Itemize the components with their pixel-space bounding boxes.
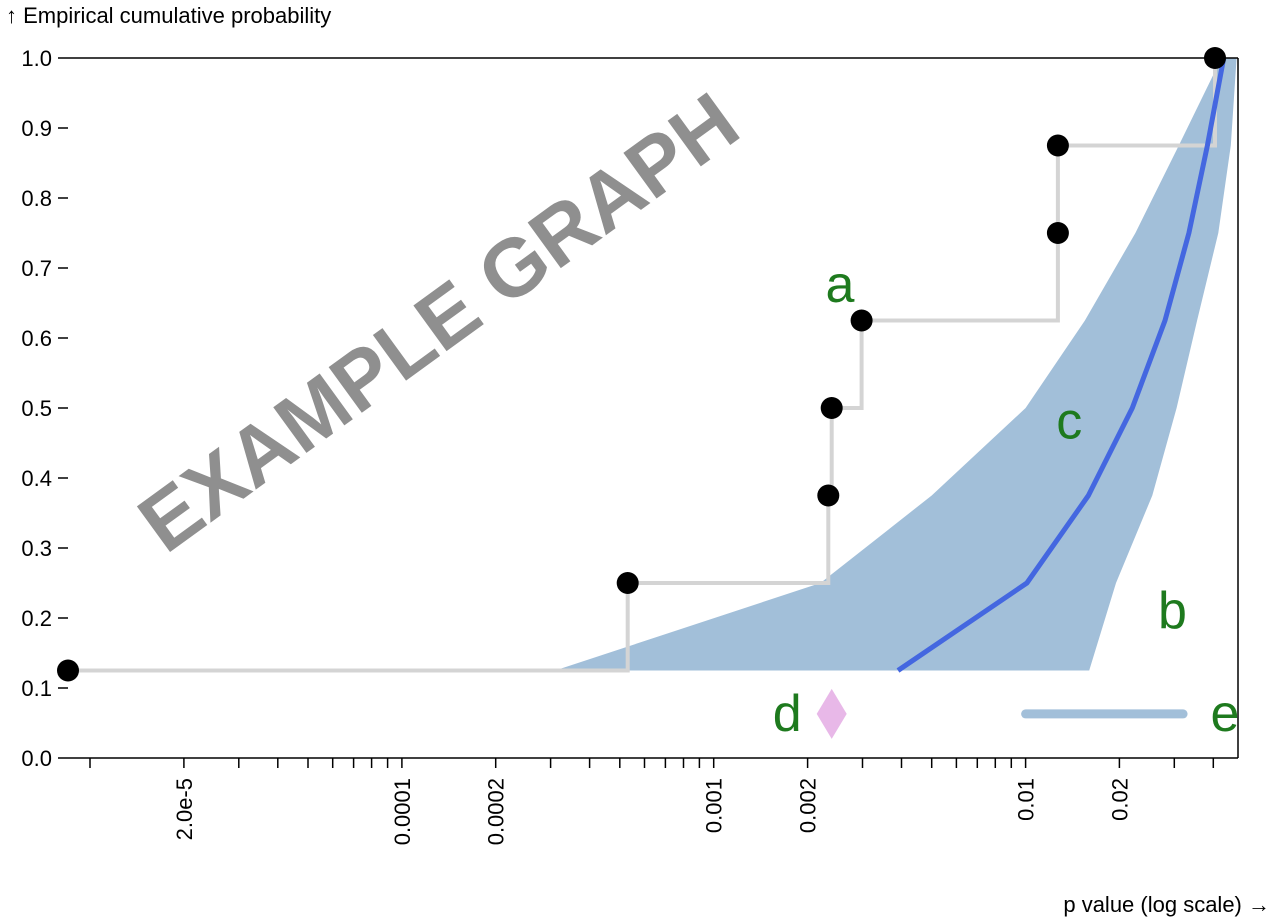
y-tick-label: 0.0 bbox=[21, 746, 52, 771]
ecdf-point bbox=[57, 659, 79, 682]
x-tick-label: 0.0001 bbox=[390, 778, 415, 845]
watermark-text: EXAMPLE GRAPH bbox=[123, 76, 755, 570]
ecdf-point bbox=[1046, 222, 1069, 244]
x-tick-label: 0.0002 bbox=[484, 778, 509, 845]
y-tick-label: 0.6 bbox=[21, 326, 52, 351]
x-axis-title: p value (log scale) → bbox=[1063, 892, 1270, 917]
diamond-marker bbox=[816, 688, 847, 739]
y-tick-label: 0.1 bbox=[21, 676, 52, 701]
y-tick-label: 0.7 bbox=[21, 256, 52, 281]
confidence-band bbox=[555, 58, 1237, 671]
expected-curve bbox=[896, 57, 1227, 673]
ecdf-point bbox=[820, 397, 843, 419]
x-tick-label: 0.001 bbox=[702, 778, 727, 833]
y-axis-title: ↑ Empirical cumulative probability bbox=[6, 3, 331, 28]
y-tick-label: 0.3 bbox=[21, 536, 52, 561]
annotation-d: d bbox=[773, 685, 802, 743]
annotation-e: e bbox=[1211, 685, 1240, 743]
x-tick-label: 0.01 bbox=[1014, 778, 1039, 821]
ecdf-step-line bbox=[68, 58, 1217, 673]
x-tick-label: 2.0e-5 bbox=[172, 778, 197, 840]
ecdf-point bbox=[817, 484, 840, 507]
y-tick-label: 0.9 bbox=[21, 116, 52, 141]
y-tick-label: 0.2 bbox=[21, 606, 52, 631]
x-tick-label: 0.002 bbox=[796, 778, 821, 833]
ecdf-point bbox=[1046, 134, 1069, 157]
y-tick-label: 0.5 bbox=[21, 396, 52, 421]
ecdf-point bbox=[616, 572, 639, 594]
y-tick-label: 1.0 bbox=[21, 46, 52, 71]
ecdf-point bbox=[850, 309, 873, 332]
y-tick-label: 0.8 bbox=[21, 186, 52, 211]
annotation-b: b bbox=[1158, 582, 1187, 640]
y-tick-label: 0.4 bbox=[21, 466, 52, 491]
annotation-c: c bbox=[1056, 392, 1082, 450]
annotation-a: a bbox=[826, 256, 855, 314]
x-tick-label: 0.02 bbox=[1107, 778, 1132, 821]
